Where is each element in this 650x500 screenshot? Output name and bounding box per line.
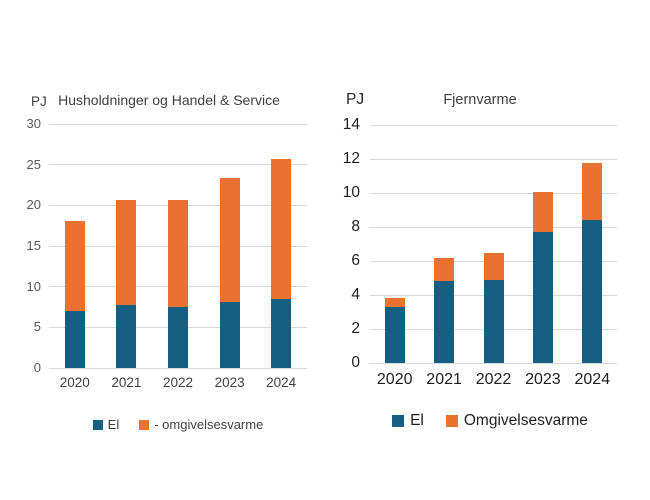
y-axis-tick-label: 20 (26, 197, 41, 213)
legend: El Omgivelsesvarme (360, 412, 620, 430)
bar-segment-el-2023 (219, 302, 240, 368)
y-axis-tick-label: 12 (342, 150, 360, 167)
legend-item-omgivelsesvarme: - omgivelsesvarme (139, 417, 263, 432)
legend-swatch-icon (392, 415, 405, 427)
legend-label: Omgivelsesvarme (463, 412, 588, 429)
plot-area: 0 5 10 15 20 25 30 2020 2021 2022 2023 2024 (27, 116, 307, 390)
chart-title: Husholdninger og Handel & Service (58, 92, 280, 108)
x-axis-tick-label: 2021 (426, 371, 462, 388)
y-axis-tick-label: 25 (26, 156, 41, 172)
x-axis-tick-label: 2020 (59, 375, 90, 390)
x-axis-tick-label: 2022 (475, 371, 512, 388)
gridline (370, 192, 617, 194)
bar-segment-el-2023 (532, 232, 553, 363)
legend: El - omgivelsesvarme (49, 417, 307, 432)
legend-swatch-icon (139, 419, 150, 430)
bar-segment-omgivelsesvarme-2020 (64, 220, 85, 312)
bar-segment-el-2020 (384, 306, 405, 363)
bar-segment-omgivelsesvarme-2023 (532, 192, 553, 233)
y-axis-tick-label: 8 (351, 218, 360, 235)
x-axis-tick-label: 2024 (574, 371, 611, 388)
y-axis-tick-label: 6 (351, 252, 360, 269)
y-axis-tick-label: 4 (351, 286, 360, 303)
legend-swatch-icon (92, 419, 103, 430)
x-axis-tick-label: 2024 (266, 375, 297, 390)
y-axis-tick-label: 14 (342, 116, 360, 133)
bar-segment-omgivelsesvarme-2022 (168, 199, 188, 307)
legend-label: - omgivelsesvarme (154, 417, 264, 432)
legend-item-omgivelsesvarme: Omgivelsesvarme (445, 412, 588, 430)
legend-swatch-icon (445, 415, 458, 427)
bar-segment-el-2021 (116, 304, 137, 368)
bar-segment-el-2024 (271, 298, 292, 368)
bar-segment-omgivelsesvarme-2022 (483, 252, 504, 280)
y-axis-unit-label: PJ (31, 94, 47, 109)
bar-segment-omgivelsesvarme-2021 (434, 257, 455, 282)
gridline (49, 164, 307, 166)
y-axis-tick-label: 30 (26, 116, 41, 131)
legend-label: El (410, 412, 424, 429)
bar-segment-omgivelsesvarme-2024 (582, 163, 603, 221)
x-axis-tick-label: 2020 (376, 371, 413, 388)
bar-segment-omgivelsesvarme-2021 (116, 199, 137, 305)
gridline (370, 158, 617, 160)
legend-label: El (107, 417, 120, 432)
bar-segment-el-2021 (434, 281, 455, 363)
bar-segment-el-2024 (582, 220, 603, 363)
x-axis-tick-label: 2022 (162, 375, 194, 390)
legend-item-el: El (392, 412, 424, 430)
gridline (370, 362, 617, 364)
bar-segment-el-2022 (483, 279, 504, 363)
x-axis-tick-label: 2023 (525, 371, 561, 388)
y-axis-tick-label: 2 (351, 320, 360, 337)
x-axis-tick-label: 2021 (111, 375, 142, 390)
legend-item-el: El (92, 417, 120, 432)
y-axis-tick-label: 0 (351, 354, 360, 371)
y-axis-tick-label: 10 (26, 278, 41, 294)
gridline (49, 123, 307, 125)
y-axis-tick-label: 5 (33, 319, 41, 335)
bar-segment-el-2022 (168, 307, 188, 368)
gridline (49, 367, 307, 369)
chart-title: Fjernvarme (443, 92, 517, 108)
plot-area: 0 2 4 6 8 10 12 14 2020 2021 2022 2023 2024 (343, 116, 617, 388)
y-axis-tick-label: 10 (342, 184, 360, 201)
y-axis-tick-label: 15 (26, 238, 41, 253)
x-axis-tick-label: 2023 (214, 375, 245, 390)
y-axis-tick-label: 0 (33, 360, 41, 375)
gridline (370, 226, 617, 228)
bar-segment-omgivelsesvarme-2020 (384, 298, 405, 307)
bar-segment-el-2020 (64, 311, 85, 368)
bar-segment-omgivelsesvarme-2024 (271, 158, 292, 299)
bar-segment-omgivelsesvarme-2023 (219, 178, 240, 303)
y-axis-unit-label: PJ (346, 91, 365, 108)
gridline (370, 124, 617, 126)
